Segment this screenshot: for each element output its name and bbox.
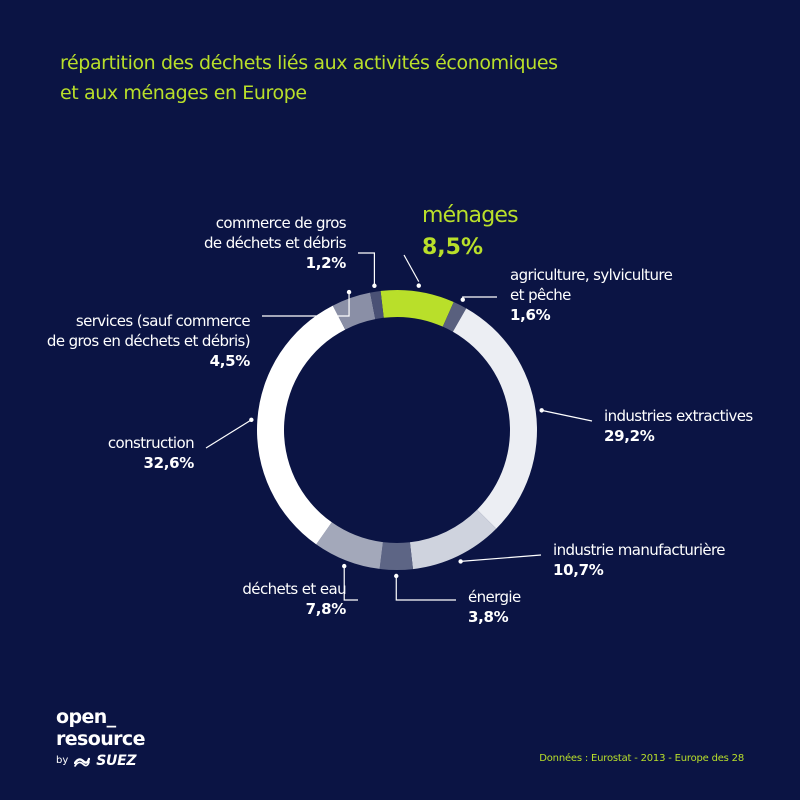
label-value-agriculture: 1,6% bbox=[510, 306, 551, 324]
label-value-services: 4,5% bbox=[210, 352, 251, 370]
donut-slice-energie bbox=[379, 542, 413, 570]
label-name-extractives-0: industries extractives bbox=[604, 407, 753, 425]
logo-line-1: open_ bbox=[56, 706, 116, 728]
label-value-dechets_eau: 7,8% bbox=[306, 600, 347, 618]
leader-line-construction bbox=[205, 419, 252, 449]
leader-dot-services bbox=[346, 289, 352, 295]
leader-dot-energie bbox=[394, 573, 399, 579]
leader-line-agriculture bbox=[462, 296, 497, 300]
donut-slice-extractives bbox=[452, 308, 537, 529]
label-services: services (sauf commerce de gros en déchet… bbox=[47, 312, 250, 370]
leader-dot-agriculture bbox=[460, 297, 465, 302]
leader-line-services bbox=[262, 292, 350, 317]
label-name-commerce_gros-1: de déchets et débris bbox=[204, 234, 347, 252]
chart-title-line-1: répartition des déchets liés aux activit… bbox=[60, 52, 558, 74]
donut-slice-manufacturiere bbox=[409, 509, 497, 570]
label-commerce_gros: commerce de gros de déchets et débris 1,2% bbox=[204, 214, 347, 272]
source-note: Données : Eurostat - 2013 - Europe des 2… bbox=[539, 753, 744, 764]
label-name-manufacturiere-0: industrie manufacturière bbox=[553, 541, 725, 559]
leader-line-extractives bbox=[541, 409, 593, 422]
leader-dot-dechets_eau bbox=[342, 563, 347, 569]
suez-logo-icon bbox=[74, 757, 91, 767]
label-energie: énergie 3,8% bbox=[468, 588, 521, 626]
leader-dot-construction bbox=[249, 417, 254, 423]
suez-logo-text: SUEZ bbox=[96, 753, 137, 769]
donut-slice-agriculture bbox=[442, 301, 467, 332]
label-value-manufacturiere: 10,7% bbox=[553, 561, 604, 579]
label-value-construction: 32,6% bbox=[143, 454, 194, 472]
leader-dot-manufacturiere bbox=[458, 559, 463, 564]
label-name-construction-0: construction bbox=[108, 434, 194, 452]
label-extractives: industries extractives 29,2% bbox=[604, 407, 753, 445]
label-name-services-0: services (sauf commerce bbox=[76, 312, 250, 330]
leader-line-manufacturiere bbox=[460, 554, 542, 563]
label-value-menages: 8,5% bbox=[422, 235, 483, 260]
leader-line-dechets_eau bbox=[343, 566, 358, 601]
label-menages: ménages 8,5% bbox=[422, 203, 518, 260]
donut-slice-dechets_eau bbox=[316, 522, 383, 569]
label-dechets_eau: déchets et eau 7,8% bbox=[242, 580, 346, 618]
label-name-commerce_gros-0: commerce de gros bbox=[216, 214, 347, 232]
label-value-extractives: 29,2% bbox=[604, 427, 655, 445]
leader-dot-extractives bbox=[539, 408, 544, 413]
label-value-commerce_gros: 1,2% bbox=[306, 254, 347, 272]
leader-dot-menages bbox=[416, 283, 421, 288]
logo-line-2: resource bbox=[56, 728, 145, 750]
donut-slice-menages bbox=[380, 290, 454, 327]
open-resource-logo: open_ resource by SUEZ bbox=[56, 706, 145, 768]
leader-line-commerce_gros bbox=[358, 252, 376, 286]
label-manufacturiere: industrie manufacturière 10,7% bbox=[553, 541, 725, 579]
logo-by-suez: by SUEZ bbox=[56, 754, 145, 768]
label-construction: construction 32,6% bbox=[108, 434, 194, 472]
label-name-agriculture-1: et pêche bbox=[510, 286, 571, 304]
label-name-menages-0: ménages bbox=[422, 203, 518, 228]
leader-dot-commerce_gros bbox=[372, 283, 377, 288]
donut-slice-services bbox=[332, 292, 376, 330]
chart-title: répartition des déchets liés aux activit… bbox=[60, 48, 558, 108]
label-name-agriculture-0: agriculture, sylviculture bbox=[510, 266, 673, 284]
label-name-energie-0: énergie bbox=[468, 588, 521, 606]
leader-line-menages bbox=[403, 254, 420, 282]
chart-title-line-2: et aux ménages en Europe bbox=[60, 82, 307, 104]
label-name-dechets_eau-0: déchets et eau bbox=[242, 580, 346, 598]
label-agriculture: agriculture, sylviculture et pêche 1,6% bbox=[510, 266, 673, 324]
donut-slice-construction bbox=[257, 305, 346, 545]
logo-by-text: by bbox=[56, 755, 69, 766]
donut-ring bbox=[257, 290, 537, 570]
donut-slice-commerce_gros bbox=[370, 290, 384, 320]
label-value-energie: 3,8% bbox=[468, 608, 509, 626]
leader-line-energie bbox=[395, 575, 456, 601]
donut-labels: ménages 8,5% agriculture, sylviculture et p… bbox=[47, 203, 754, 626]
label-name-services-1: de gros en déchets et débris) bbox=[47, 332, 250, 350]
